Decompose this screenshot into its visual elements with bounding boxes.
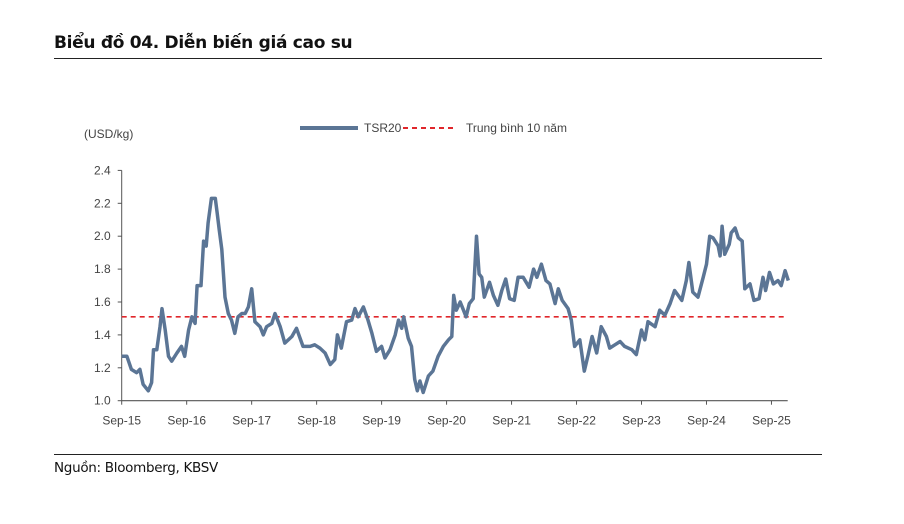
title-divider [54,58,822,59]
y-tick-label: 1.8 [94,262,111,276]
y-axis-label: (USD/kg) [84,127,133,141]
y-tick-label: 2.4 [94,163,111,177]
x-tick-label: Sep-18 [297,414,336,428]
chart-title: Biểu đồ 04. Diễn biến giá cao su [54,33,353,53]
legend: TSR20 Trung bình 10 năm [300,121,567,135]
x-tick-label: Sep-22 [557,414,596,428]
y-tick-label: 1.2 [94,361,111,375]
y-tick-label: 2.2 [94,196,111,210]
legend-label-mean: Trung bình 10 năm [466,121,567,135]
legend-label-tsr20: TSR20 [364,121,402,135]
source-note: Nguồn: Bloomberg, KBSV [54,460,218,476]
y-tick-label: 1.4 [94,328,111,342]
x-tick-label: Sep-24 [687,414,726,428]
x-tick-label: Sep-25 [752,414,791,428]
y-tick-label: 2.0 [94,229,111,243]
x-tick-label: Sep-20 [427,414,466,428]
x-tick-label: Sep-16 [167,414,206,428]
x-tick-label: Sep-17 [232,414,271,428]
x-tick-label: Sep-23 [622,414,661,428]
x-tick-label: Sep-15 [102,414,141,428]
y-tick-label: 1.0 [94,394,111,408]
series-line-tsr20 [121,196,790,395]
x-tick-label: Sep-19 [362,414,401,428]
y-tick-label: 1.6 [94,295,111,309]
source-divider [54,454,822,455]
x-tick-label: Sep-21 [492,414,531,428]
